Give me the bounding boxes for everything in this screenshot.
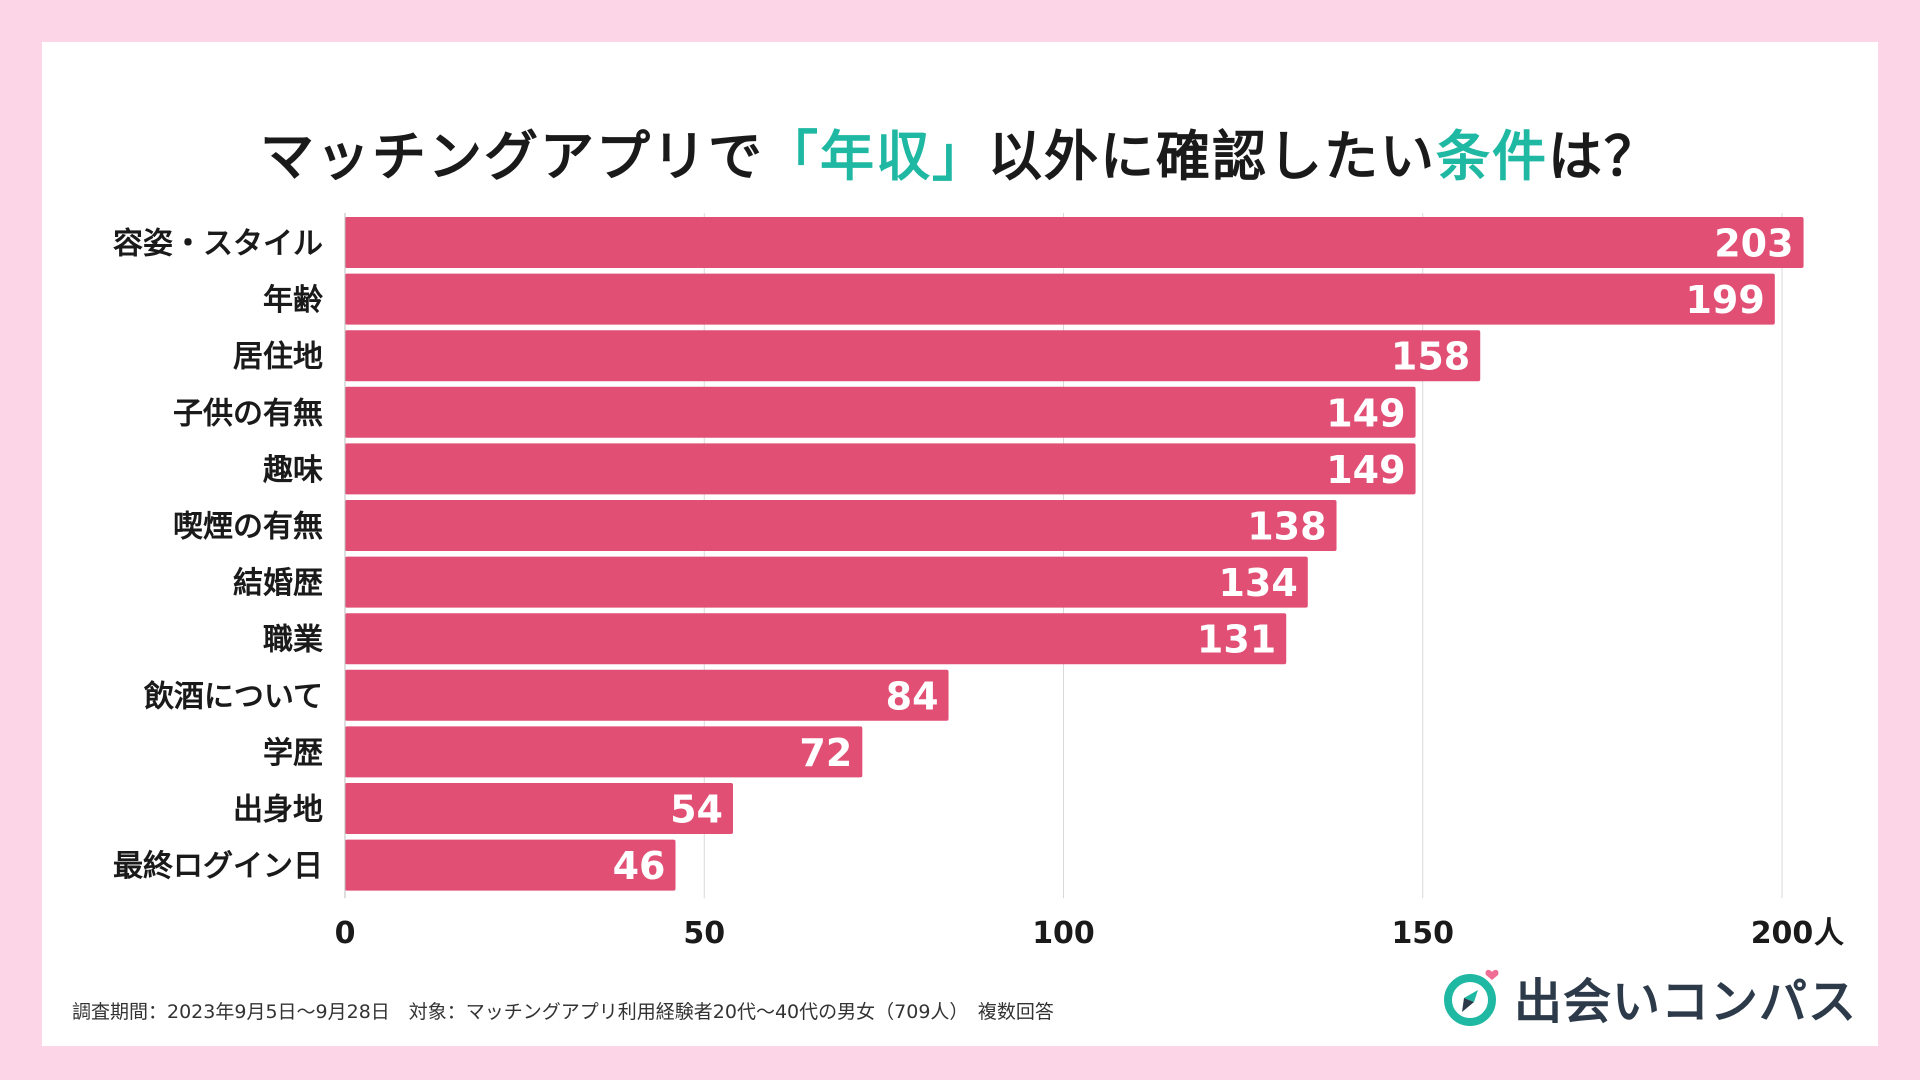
brand-name: 出会いコンパス xyxy=(1514,974,1858,1030)
value-label-2: 158 xyxy=(1391,335,1470,379)
value-label-9: 72 xyxy=(799,731,852,775)
bar-6 xyxy=(345,556,1308,608)
category-label-3: 子供の有無 xyxy=(173,396,323,431)
value-label-8: 84 xyxy=(886,674,939,718)
title-part-1: マッチングアプリで xyxy=(260,125,764,188)
x-tick-label-0: 0 xyxy=(335,916,356,951)
bar-8 xyxy=(345,669,949,721)
value-label-0: 203 xyxy=(1714,222,1793,266)
bar-11 xyxy=(345,839,676,891)
survey-footnote: 調査期間：2023年9月5日〜9月28日 対象：マッチングアプリ利用経験者20代… xyxy=(72,1001,1054,1023)
title-accent-condition: 条件 xyxy=(1436,125,1548,188)
compass-heart-icon xyxy=(1442,966,1504,1028)
value-label-10: 54 xyxy=(670,788,723,832)
x-tick-label-50: 50 xyxy=(683,916,725,951)
bar-3 xyxy=(345,386,1416,438)
bar-5 xyxy=(345,500,1337,551)
bar-7 xyxy=(345,613,1287,665)
bar-1 xyxy=(345,273,1775,325)
chart-title: マッチングアプリで「年収」以外に確認したい条件は？ xyxy=(42,112,1878,191)
category-label-11: 最終ログイン日 xyxy=(113,849,323,884)
x-tick-label-150: 150 xyxy=(1391,916,1454,951)
bar-4 xyxy=(345,443,1416,495)
x-tick-label-100: 100 xyxy=(1032,916,1095,951)
brand-logo: 出会いコンパス xyxy=(1442,962,1857,1032)
category-label-7: 職業 xyxy=(263,623,323,658)
category-label-10: 出身地 xyxy=(233,793,323,828)
title-part-3: は？ xyxy=(1548,125,1660,188)
value-label-7: 131 xyxy=(1197,618,1276,662)
category-label-5: 喫煙の有無 xyxy=(173,510,323,545)
bar-chart: 容姿・スタイル 203 年齢 199 居住地 158 子供の有無 149 趣味 149 喫煙の有無 1… xyxy=(113,213,1844,951)
category-label-2: 居住地 xyxy=(233,340,323,375)
value-label-4: 149 xyxy=(1326,448,1405,492)
bar-2 xyxy=(345,330,1481,382)
bar-9 xyxy=(345,726,863,778)
category-label-1: 年齢 xyxy=(263,283,323,318)
value-label-6: 134 xyxy=(1218,561,1297,605)
value-label-11: 46 xyxy=(613,844,666,888)
bar-10 xyxy=(345,783,733,834)
title-part-2: 以外に確認したい xyxy=(988,125,1436,188)
category-label-6: 結婚歴 xyxy=(233,566,323,601)
category-label-4: 趣味 xyxy=(263,453,323,488)
x-tick-label-200: 200 xyxy=(1751,916,1814,951)
x-unit-label: 人 xyxy=(1814,916,1844,951)
value-label-1: 199 xyxy=(1685,278,1764,322)
category-label-8: 飲酒について xyxy=(144,679,323,714)
value-label-3: 149 xyxy=(1326,391,1405,435)
chart-panel: マッチングアプリで「年収」以外に確認したい条件は？ 容姿・スタイル 203 年齢 19… xyxy=(42,42,1878,1046)
category-label-0: 容姿・スタイル xyxy=(113,227,323,262)
value-label-5: 138 xyxy=(1247,505,1326,549)
title-accent-income: 「年収」 xyxy=(764,125,988,188)
bar-0 xyxy=(345,217,1804,268)
category-label-9: 学歴 xyxy=(263,736,323,771)
